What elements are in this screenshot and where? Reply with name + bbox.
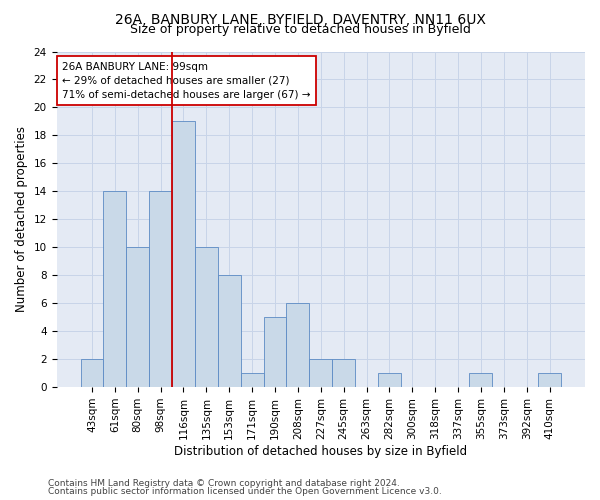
Bar (172, 122, 195, 387)
Bar (195, 248, 218, 387)
Bar (469, 373, 493, 387)
X-axis label: Distribution of detached houses by size in Byfield: Distribution of detached houses by size … (174, 444, 467, 458)
Bar (127, 248, 149, 387)
Text: 26A BANBURY LANE: 99sqm
← 29% of detached houses are smaller (27)
71% of semi-de: 26A BANBURY LANE: 99sqm ← 29% of detache… (62, 62, 310, 100)
Bar (310, 359, 332, 387)
Text: Contains public sector information licensed under the Open Government Licence v3: Contains public sector information licen… (48, 487, 442, 496)
Bar (80, 359, 103, 387)
Bar (378, 373, 401, 387)
Bar (332, 359, 355, 387)
Text: Contains HM Land Registry data © Crown copyright and database right 2024.: Contains HM Land Registry data © Crown c… (48, 478, 400, 488)
Bar (241, 373, 263, 387)
Text: Size of property relative to detached houses in Byfield: Size of property relative to detached ho… (130, 22, 470, 36)
Bar (218, 275, 241, 387)
Bar (286, 303, 310, 387)
Y-axis label: Number of detached properties: Number of detached properties (15, 126, 28, 312)
Bar (149, 192, 172, 387)
Bar (103, 192, 127, 387)
Text: 26A, BANBURY LANE, BYFIELD, DAVENTRY, NN11 6UX: 26A, BANBURY LANE, BYFIELD, DAVENTRY, NN… (115, 12, 485, 26)
Bar (538, 373, 561, 387)
Bar (263, 317, 286, 387)
